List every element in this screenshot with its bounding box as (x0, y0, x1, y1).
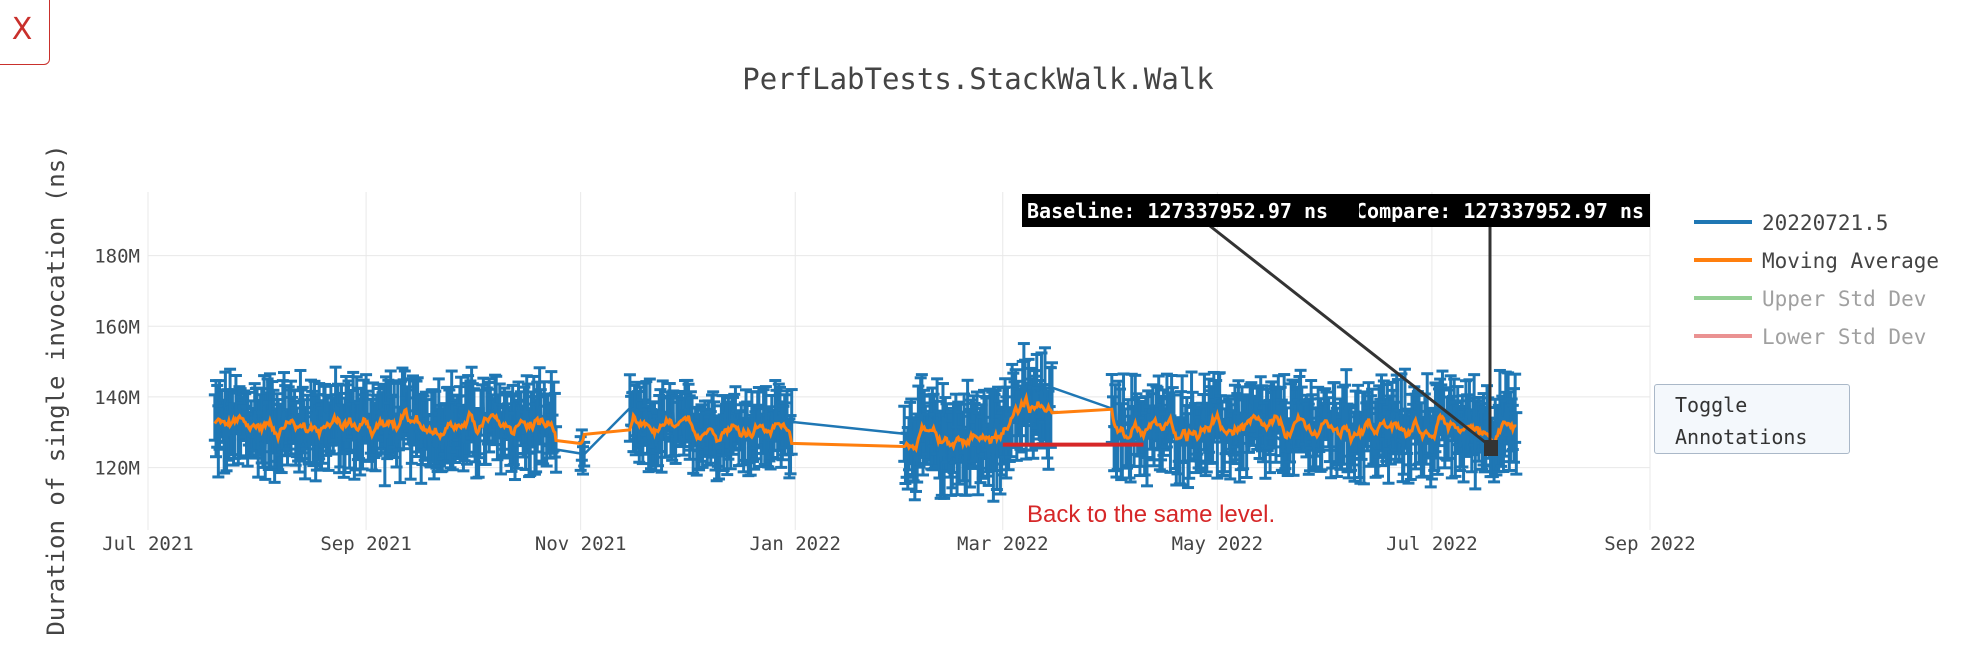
compare-annotation-clip: Compare: 127337952.97 ns (1337, 194, 1650, 227)
x-tick-label: Jul 2022 (1386, 533, 1478, 555)
legend-item-moving-average[interactable]: Moving Average (1694, 249, 1939, 273)
y-tick-label: 120M (94, 458, 140, 480)
legend-item-upper-std-dev[interactable]: Upper Std Dev (1694, 287, 1926, 311)
annotation-end-marker (1484, 440, 1498, 456)
y-tick-label: 140M (94, 387, 140, 409)
y-tick-label: 180M (94, 246, 140, 268)
x-tick-label: Nov 2021 (535, 533, 627, 555)
chart-title: PerfLabTests.StackWalk.Walk (742, 62, 1214, 96)
legend-label-moving-average: Moving Average (1762, 249, 1939, 273)
legend-label-upper-std-dev: Upper Std Dev (1762, 287, 1926, 311)
baseline-annotation-clip: Baseline: 127337952.97 ns (1022, 194, 1359, 227)
note-text: Back to the same level. (1027, 501, 1275, 528)
moving-average-line (213, 391, 1517, 453)
plot-area[interactable] (208, 342, 1523, 503)
x-tick-label: Jan 2022 (749, 533, 841, 555)
y-tick-label: 160M (94, 316, 140, 338)
legend: 20220721.5 Moving Average Upper Std Dev … (1694, 211, 1939, 349)
x-tick-label: Sep 2022 (1604, 533, 1696, 555)
baseline-annotation: Baseline: 127337952.97 ns (1027, 199, 1328, 223)
legend-label-lower-std-dev: Lower Std Dev (1762, 325, 1926, 349)
x-tick-label: Sep 2021 (320, 533, 412, 555)
y-axis-label: Duration of single invocation (ns) (42, 144, 70, 635)
legend-item-lower-std-dev[interactable]: Lower Std Dev (1694, 325, 1926, 349)
legend-label-series: 20220721.5 (1762, 211, 1888, 235)
y-axis-ticks: 120M 140M 160M 180M (94, 246, 140, 480)
toggle-annotations-button[interactable]: Toggle Annotations (1654, 384, 1850, 454)
x-tick-label: May 2022 (1172, 533, 1264, 555)
compare-annotation: Compare: 127337952.97 ns (1355, 199, 1644, 223)
x-tick-label: Jul 2021 (102, 533, 194, 555)
grid-layer (147, 192, 1651, 530)
annotation-layer: Compare: 127337952.97 ns Baseline: 12733… (1022, 194, 1650, 528)
x-tick-label: Mar 2022 (957, 533, 1049, 555)
close-button[interactable]: X (0, 0, 50, 65)
baseline-annotation-arrow (1209, 224, 1491, 448)
x-axis-ticks: Jul 2021 Sep 2021 Nov 2021 Jan 2022 Mar 2022… (102, 533, 1696, 555)
legend-item-series[interactable]: 20220721.5 (1694, 211, 1888, 235)
